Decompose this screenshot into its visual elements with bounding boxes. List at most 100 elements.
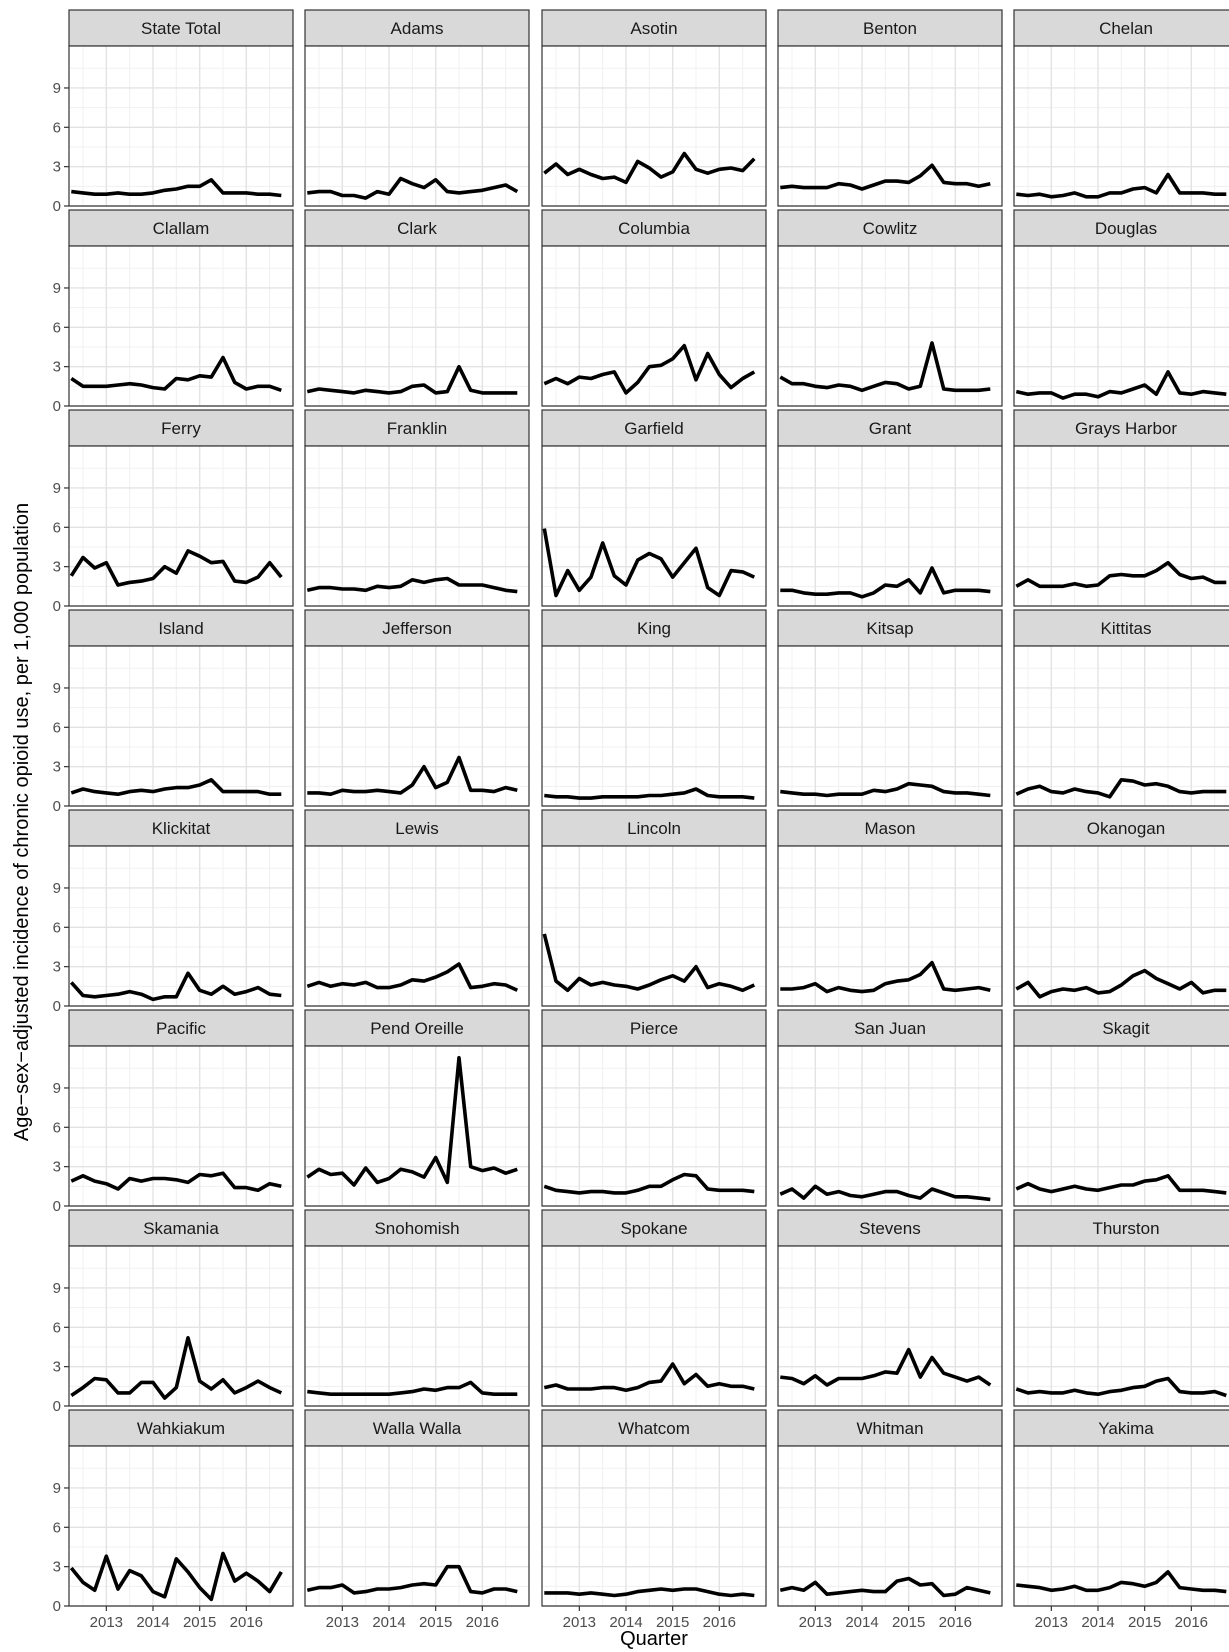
data-point [779, 589, 782, 592]
facet-strip-label: Yakima [1098, 1419, 1154, 1438]
data-point [152, 191, 155, 194]
data-point [954, 389, 957, 392]
data-point [516, 789, 519, 792]
data-point [1073, 582, 1076, 585]
data-point [648, 1381, 651, 1384]
data-point [128, 1569, 131, 1572]
data-point [187, 378, 190, 381]
facet-strip-label: Skamania [143, 1219, 219, 1238]
x-tick-label: 2013 [799, 1614, 832, 1631]
data-point [458, 756, 461, 759]
data-point [636, 987, 639, 990]
facet-panel: Chelan [1013, 9, 1229, 207]
facet-panel: Lewis [304, 809, 530, 1007]
series-line [70, 1336, 283, 1400]
data-point [105, 791, 108, 794]
data-point [233, 381, 236, 384]
data-point [814, 1374, 817, 1377]
data-point [329, 190, 332, 193]
panel-border [541, 845, 767, 1007]
facet-strip [541, 809, 767, 847]
series-line [1015, 1376, 1227, 1398]
data-point [1097, 584, 1100, 587]
data-point [1143, 384, 1146, 387]
data-point [695, 547, 698, 550]
data-point [446, 190, 449, 193]
data-point [861, 595, 864, 598]
data-point [1167, 561, 1170, 564]
data-point [504, 786, 507, 789]
data-point [1225, 1590, 1228, 1593]
data-point [1073, 1389, 1076, 1392]
data-point [1015, 1584, 1018, 1587]
data-point [1108, 795, 1111, 798]
y-tick-label: 3 [53, 359, 61, 376]
data-point [140, 993, 143, 996]
data-point [671, 576, 674, 579]
data-point [625, 1593, 628, 1596]
data-point [1027, 981, 1030, 984]
data-point [152, 790, 155, 793]
data-point [1050, 391, 1053, 394]
data-point [82, 1174, 85, 1177]
data-point [1062, 1587, 1065, 1590]
data-point [1167, 1377, 1170, 1380]
data-point [849, 184, 852, 187]
data-point [730, 569, 733, 572]
data-point [1108, 574, 1111, 577]
data-point [493, 1587, 496, 1590]
facet-strip-label: King [637, 619, 671, 638]
series-line [69, 971, 282, 1002]
data-point [636, 1590, 639, 1593]
plot-background [305, 1046, 529, 1206]
data-point [233, 790, 236, 793]
data-point [660, 364, 663, 367]
data-point [493, 1393, 496, 1396]
data-point [1178, 1390, 1181, 1393]
data-point [791, 382, 794, 385]
facet-strip-label: Benton [863, 19, 917, 38]
data-point [1015, 987, 1018, 990]
data-point [222, 356, 225, 359]
data-point [222, 1172, 225, 1175]
data-point [329, 1393, 332, 1396]
facet-panel: Thurston [1013, 1209, 1229, 1407]
facet-strip-label: Clark [397, 219, 437, 238]
data-point [566, 569, 569, 572]
data-point [128, 1177, 131, 1180]
data-point [578, 797, 581, 800]
data-point [140, 384, 143, 387]
facet-strip-label: State Total [141, 19, 221, 38]
data-point [128, 382, 131, 385]
facet-strip-label: Thurston [1092, 1219, 1159, 1238]
data-point [648, 1185, 651, 1188]
facet-strip [304, 1009, 530, 1047]
data-point [706, 586, 709, 589]
data-point [364, 1590, 367, 1593]
series-line [1015, 560, 1227, 589]
data-point [814, 1581, 817, 1584]
series-line [543, 151, 756, 185]
data-point [555, 594, 558, 597]
data-point [376, 390, 379, 393]
data-point [1132, 187, 1135, 190]
facet-strip-label: Lincoln [627, 819, 681, 838]
data-point [837, 1190, 840, 1193]
data-point [625, 584, 628, 587]
data-point [730, 1189, 733, 1192]
data-point [1038, 193, 1041, 196]
panel-border [304, 645, 530, 807]
data-point [989, 794, 992, 797]
panel-border [68, 445, 294, 607]
plot-background [542, 1446, 766, 1606]
facet-strip-label: Grays Harbor [1075, 419, 1177, 438]
data-point [555, 1591, 558, 1594]
data-point [1097, 1189, 1100, 1192]
data-point [152, 998, 155, 1001]
data-point [504, 589, 507, 592]
panel-border [541, 1045, 767, 1207]
data-point [353, 391, 356, 394]
data-point [896, 585, 899, 588]
data-point [601, 1593, 604, 1596]
data-point [504, 1172, 507, 1175]
